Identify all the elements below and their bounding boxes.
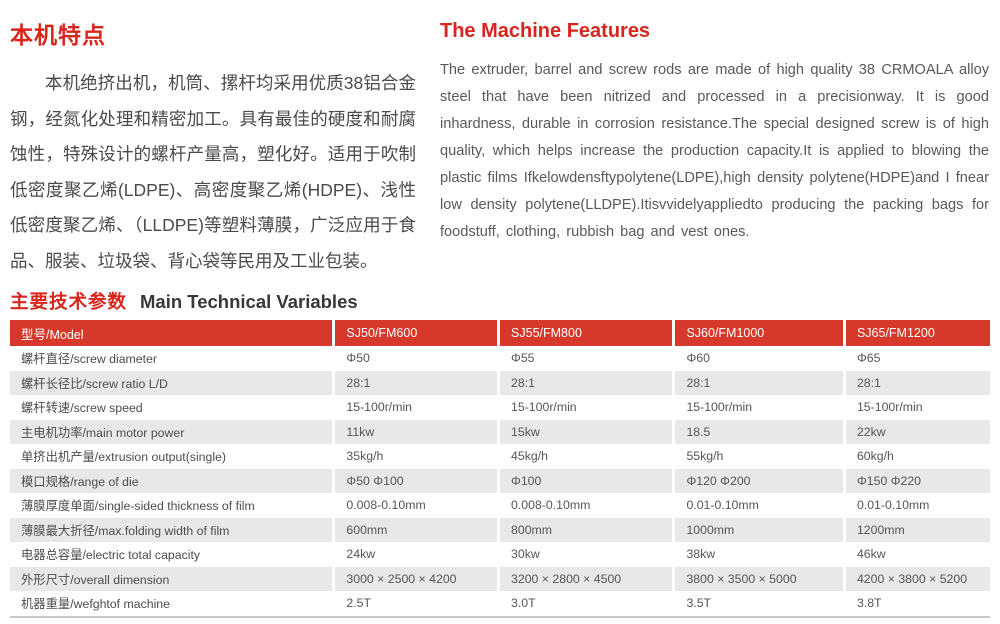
table-cell: 3.8T [842, 591, 990, 616]
table-cell: 15kw [497, 419, 673, 444]
table-cell: 1200mm [842, 517, 990, 542]
section-title-en: Main Technical Variables [140, 291, 358, 312]
table-row: 机器重量/wefghtof machine 2.5T 3.0T 3.5T 3.8… [10, 591, 990, 616]
header-sj65: SJ65/FM1200 [842, 320, 990, 346]
features-section-en: The Machine Features The extruder, barre… [440, 20, 989, 246]
table-cell: Φ100 [497, 468, 673, 493]
table-cell: 60kg/h [842, 444, 990, 469]
section-title-cn: 主要技术参数 [10, 291, 128, 312]
table-cell: 24kw [332, 542, 497, 567]
table-cell: 0.008-0.10mm [497, 493, 672, 518]
table-cell: Φ150 Φ220 [842, 468, 990, 493]
table-cell: 28:1 [672, 370, 843, 395]
table-cell: 600mm [332, 517, 498, 542]
table-cell: 15-100r/min [497, 395, 672, 420]
table-cell: 11kw [332, 419, 498, 444]
features-title-en: The Machine Features [440, 20, 651, 42]
table-cell: 2.5T [332, 591, 497, 616]
table-row: 螺杆转速/screw speed 15-100r/min 15-100r/min… [10, 395, 990, 420]
table-cell: 35kg/h [332, 444, 497, 469]
table-cell: 28:1 [842, 370, 990, 395]
section-title: 主要技术参数 Main Technical Variables [10, 288, 358, 314]
table-row: 螺杆直径/screw diameter Φ50 Φ55 Φ60 Φ65 [10, 346, 990, 371]
table-header-row: 型号/Model SJ50/FM600 SJ55/FM800 SJ60/FM10… [10, 320, 990, 346]
specs-table-container: 型号/Model SJ50/FM600 SJ55/FM800 SJ60/FM10… [10, 320, 990, 618]
table-cell: 3200 × 2800 × 4500 [497, 566, 673, 591]
table-cell: 0.01-0.10mm [842, 493, 990, 518]
row-label: 薄膜厚度单面/single-sided thickness of film [21, 499, 255, 514]
row-label: 螺杆转速/screw speed [21, 401, 143, 416]
features-body-en: The extruder, barrel and screw rods are … [440, 62, 989, 240]
table-cell: 46kw [842, 542, 990, 567]
row-label: 电器总容量/electric total capacity [21, 548, 201, 563]
table-cell: 1000mm [672, 517, 843, 542]
table-row: 薄膜最大折径/max.folding width of film 600mm 8… [10, 517, 990, 542]
row-label: 单挤出机产量/extrusion output(single) [21, 450, 227, 465]
row-label: 螺杆直径/screw diameter [21, 352, 157, 367]
table-row: 外形尺寸/overall dimension 3000 × 2500 × 420… [10, 566, 990, 591]
row-label: 螺杆长径比/screw ratio L/D [10, 370, 333, 395]
table-cell: 30kw [497, 542, 672, 567]
table-row: 螺杆长径比/screw ratio L/D 28:1 28:1 28:1 28:… [10, 370, 990, 395]
table-cell: 15-100r/min [842, 395, 990, 420]
table-cell: 18.5 [672, 419, 843, 444]
table-cell: 15-100r/min [332, 395, 497, 420]
features-title-cn: 本机特点 [10, 22, 106, 48]
table-row: 薄膜厚度单面/single-sided thickness of film 0.… [10, 493, 990, 518]
features-section-cn: 本机特点 本机绝挤出机，机筒、摞杆均采用优质38铝合金钢，经氮化处理和精密加工。… [10, 16, 416, 279]
table-cell: 0.008-0.10mm [332, 493, 497, 518]
table-cell: 3000 × 2500 × 4200 [332, 566, 498, 591]
table-cell: 28:1 [332, 370, 498, 395]
table-cell: 22kw [842, 419, 990, 444]
header-sj55: SJ55/FM800 [497, 320, 673, 346]
table-row: 主电机功率/main motor power 11kw 15kw 18.5 22… [10, 419, 990, 444]
table-cell: Φ120 Φ200 [672, 468, 843, 493]
header-model: 型号/Model [10, 320, 333, 346]
table-cell: Φ55 [497, 346, 672, 371]
header-sj60: SJ60/FM1000 [672, 320, 843, 346]
table-cell: 38kw [672, 542, 843, 567]
header-sj50: SJ50/FM600 [332, 320, 498, 346]
table-cell: 15-100r/min [672, 395, 843, 420]
table-cell: 55kg/h [672, 444, 843, 469]
table-cell: 0.01-0.10mm [672, 493, 843, 518]
row-label: 模口规格/range of die [10, 468, 333, 493]
specs-table: 型号/Model SJ50/FM600 SJ55/FM800 SJ60/FM10… [10, 320, 990, 618]
table-row: 模口规格/range of die Φ50 Φ100 Φ100 Φ120 Φ20… [10, 468, 990, 493]
row-label: 主电机功率/main motor power [10, 419, 333, 444]
table-cell: 3800 × 3500 × 5000 [672, 566, 843, 591]
table-cell: Φ50 Φ100 [332, 468, 498, 493]
table-row: 电器总容量/electric total capacity 24kw 30kw … [10, 542, 990, 567]
row-label: 外形尺寸/overall dimension [10, 566, 333, 591]
table-cell: Φ50 [332, 346, 497, 371]
table-cell: 3.5T [672, 591, 843, 616]
row-label: 薄膜最大折径/max.folding width of film [10, 517, 333, 542]
table-cell: Φ65 [842, 346, 990, 371]
row-label: 机器重量/wefghtof machine [21, 597, 170, 612]
table-cell: 45kg/h [497, 444, 672, 469]
table-cell: 4200 × 3800 × 5200 [842, 566, 990, 591]
table-cell: 800mm [497, 517, 673, 542]
table-row: 单挤出机产量/extrusion output(single) 35kg/h 4… [10, 444, 990, 469]
features-body-cn: 本机绝挤出机，机筒、摞杆均采用优质38铝合金钢，经氮化处理和精密加工。具有最佳的… [10, 73, 416, 271]
table-cell: 3.0T [497, 591, 672, 616]
table-cell: Φ60 [672, 346, 843, 371]
table-cell: 28:1 [497, 370, 673, 395]
